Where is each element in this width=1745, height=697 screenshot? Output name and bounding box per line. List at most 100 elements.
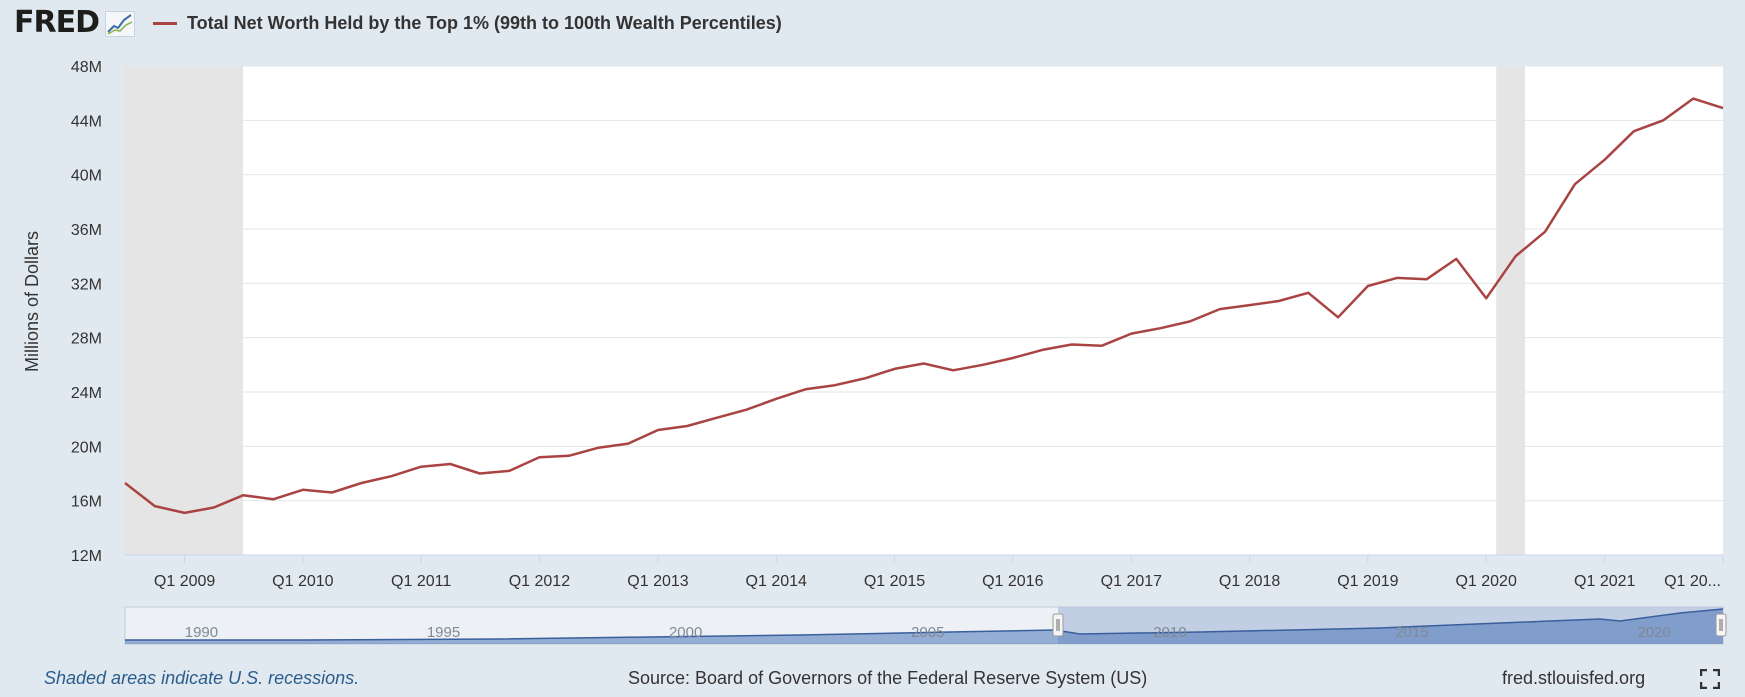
y-tick-label: 16M bbox=[71, 494, 102, 511]
data-point[interactable] bbox=[1452, 255, 1460, 263]
data-point[interactable] bbox=[1423, 275, 1431, 283]
data-point[interactable] bbox=[535, 453, 543, 461]
navigator-year-label: 1990 bbox=[185, 624, 218, 641]
data-point[interactable] bbox=[1393, 274, 1401, 282]
data-point[interactable] bbox=[151, 502, 159, 510]
data-point[interactable] bbox=[121, 479, 129, 487]
data-point[interactable] bbox=[1186, 317, 1194, 325]
data-point[interactable] bbox=[1009, 354, 1017, 362]
data-point[interactable] bbox=[299, 486, 307, 494]
fred-logo[interactable]: FRED bbox=[14, 5, 100, 40]
data-point[interactable] bbox=[269, 495, 277, 503]
data-point[interactable] bbox=[565, 452, 573, 460]
x-tick-label: Q1 2021 bbox=[1574, 573, 1635, 590]
data-point[interactable] bbox=[861, 374, 869, 382]
data-point[interactable] bbox=[1334, 313, 1342, 321]
x-tick-label: Q1 2009 bbox=[154, 573, 215, 590]
y-tick-label: 48M bbox=[71, 59, 102, 76]
navigator-area bbox=[125, 609, 1723, 644]
navigator-year-label: 2020 bbox=[1637, 624, 1670, 641]
y-tick-label: 20M bbox=[71, 439, 102, 456]
data-point[interactable] bbox=[949, 366, 957, 374]
x-tick-label: Q1 20... bbox=[1664, 573, 1721, 590]
data-point[interactable] bbox=[446, 460, 454, 468]
data-point[interactable] bbox=[713, 414, 721, 422]
data-point[interactable] bbox=[1275, 297, 1283, 305]
data-point[interactable] bbox=[831, 381, 839, 389]
data-point[interactable] bbox=[920, 359, 928, 367]
y-tick-label: 32M bbox=[71, 276, 102, 293]
series-line-0[interactable] bbox=[124, 97, 1724, 515]
data-point[interactable] bbox=[1216, 305, 1224, 313]
data-point[interactable] bbox=[772, 395, 780, 403]
y-tick-label: 44M bbox=[71, 113, 102, 130]
data-point[interactable] bbox=[594, 444, 602, 452]
data-point[interactable] bbox=[1601, 156, 1609, 164]
data-point[interactable] bbox=[476, 470, 484, 478]
data-point[interactable] bbox=[1038, 346, 1046, 354]
site-link[interactable]: fred.stlouisfed.org bbox=[1502, 668, 1646, 688]
data-point[interactable] bbox=[654, 426, 662, 434]
y-tick-label: 24M bbox=[71, 385, 102, 402]
legend: Total Net Worth Held by the Top 1% (99th… bbox=[153, 13, 782, 34]
data-point[interactable] bbox=[1689, 95, 1697, 103]
data-point[interactable] bbox=[1068, 340, 1076, 348]
data-point[interactable] bbox=[1512, 252, 1520, 260]
data-point[interactable] bbox=[210, 503, 218, 511]
y-tick-labels: 12M 16M 20M 24M 28M 32M 36M 40M 44M 48M bbox=[71, 59, 102, 565]
fullscreen-icon[interactable] bbox=[1699, 668, 1721, 690]
gridlines bbox=[125, 65, 1723, 556]
data-point[interactable] bbox=[239, 491, 247, 499]
data-point[interactable] bbox=[1630, 127, 1638, 135]
series-line-group bbox=[121, 95, 1727, 517]
data-point[interactable] bbox=[1571, 180, 1579, 188]
data-point[interactable] bbox=[417, 463, 425, 471]
source-text: Source: Board of Governors of the Federa… bbox=[628, 668, 1148, 688]
legend-label: Total Net Worth Held by the Top 1% (99th… bbox=[187, 12, 782, 33]
navigator-line bbox=[125, 608, 1724, 641]
data-point[interactable] bbox=[1127, 330, 1135, 338]
chart-header: FRED Total Net Worth Held by the Top 1% … bbox=[14, 6, 782, 40]
x-tick-label: Q1 2016 bbox=[982, 573, 1043, 590]
data-point[interactable] bbox=[624, 440, 632, 448]
navigator-left-handle[interactable] bbox=[1052, 613, 1064, 637]
data-point[interactable] bbox=[1719, 104, 1727, 112]
x-tick-label: Q1 2014 bbox=[746, 573, 807, 590]
data-point[interactable] bbox=[1098, 342, 1106, 350]
recession-bands bbox=[125, 66, 1526, 555]
y-tick-label: 36M bbox=[71, 222, 102, 239]
data-point[interactable] bbox=[181, 509, 189, 517]
data-point[interactable] bbox=[1246, 301, 1254, 309]
x-tick-label: Q1 2011 bbox=[391, 573, 451, 590]
range-navigator[interactable]: 1990 1995 2000 2005 2010 2015 2020 bbox=[124, 606, 1727, 645]
data-point[interactable] bbox=[506, 467, 514, 475]
data-point[interactable] bbox=[1541, 228, 1549, 236]
x-tick-label: Q1 2019 bbox=[1337, 573, 1398, 590]
x-tick-label: Q1 2013 bbox=[627, 573, 688, 590]
y-axis-title: Millions of Dollars bbox=[22, 230, 42, 372]
data-point[interactable] bbox=[1482, 294, 1490, 302]
data-point[interactable] bbox=[1659, 116, 1667, 124]
data-point[interactable] bbox=[742, 406, 750, 414]
data-point[interactable] bbox=[328, 489, 336, 497]
data-point[interactable] bbox=[1364, 282, 1372, 290]
y-tick-label: 12M bbox=[71, 548, 102, 565]
data-point[interactable] bbox=[683, 422, 691, 430]
x-tick-label: Q1 2015 bbox=[864, 573, 925, 590]
navigator-year-labels: 1990 1995 2000 2005 2010 2015 2020 bbox=[185, 624, 1671, 641]
navigator-year-label: 2010 bbox=[1153, 624, 1186, 641]
data-point[interactable] bbox=[1304, 289, 1312, 297]
y-tick-label: 28M bbox=[71, 331, 102, 348]
data-point[interactable] bbox=[891, 365, 899, 373]
navigator-year-label: 2005 bbox=[911, 624, 944, 641]
data-point[interactable] bbox=[387, 472, 395, 480]
data-point[interactable] bbox=[358, 479, 366, 487]
navigator-right-handle[interactable] bbox=[1715, 613, 1727, 637]
y-tick-label: 40M bbox=[71, 168, 102, 185]
line-chart-icon bbox=[105, 11, 135, 37]
data-point[interactable] bbox=[1157, 324, 1165, 332]
data-point[interactable] bbox=[979, 361, 987, 369]
legend-swatch bbox=[153, 21, 177, 25]
data-point[interactable] bbox=[801, 385, 809, 393]
